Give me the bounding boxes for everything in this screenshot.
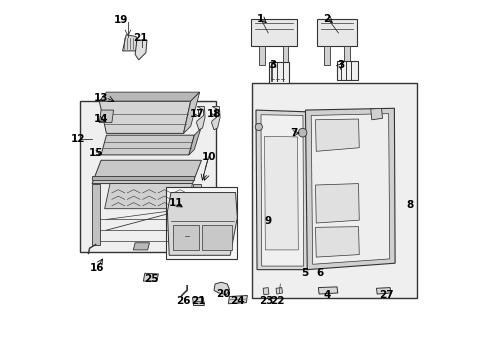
- Polygon shape: [135, 40, 147, 60]
- Text: 19: 19: [113, 15, 128, 26]
- Circle shape: [298, 129, 306, 137]
- Text: 10: 10: [201, 152, 215, 162]
- Polygon shape: [101, 135, 194, 155]
- Polygon shape: [133, 243, 149, 250]
- Text: 21: 21: [190, 296, 204, 306]
- Bar: [268, 62, 289, 83]
- Text: 24: 24: [229, 296, 244, 306]
- Text: 5: 5: [301, 267, 308, 278]
- Polygon shape: [317, 19, 356, 45]
- Polygon shape: [318, 287, 337, 294]
- Polygon shape: [172, 225, 199, 250]
- Polygon shape: [259, 45, 264, 65]
- Polygon shape: [104, 184, 192, 209]
- Text: 3: 3: [269, 60, 276, 70]
- Text: 21: 21: [133, 33, 147, 43]
- Polygon shape: [211, 107, 220, 130]
- Polygon shape: [264, 136, 298, 250]
- Text: 4: 4: [323, 291, 330, 301]
- Polygon shape: [192, 184, 201, 244]
- Polygon shape: [183, 92, 199, 134]
- Text: 12: 12: [70, 134, 85, 144]
- Text: 8: 8: [406, 200, 413, 210]
- Polygon shape: [92, 160, 201, 184]
- Text: 20: 20: [215, 289, 230, 299]
- Text: 14: 14: [94, 114, 108, 124]
- Polygon shape: [196, 107, 204, 130]
- Text: 1: 1: [257, 14, 264, 24]
- Polygon shape: [92, 176, 194, 180]
- Polygon shape: [376, 288, 390, 294]
- Polygon shape: [255, 110, 308, 270]
- Polygon shape: [370, 108, 382, 120]
- Text: 25: 25: [144, 274, 158, 284]
- Text: 11: 11: [168, 198, 183, 208]
- Polygon shape: [261, 115, 303, 266]
- Polygon shape: [99, 101, 190, 134]
- Polygon shape: [99, 110, 113, 123]
- Text: 13: 13: [94, 93, 108, 103]
- Text: 16: 16: [89, 263, 104, 273]
- Text: 26: 26: [176, 296, 190, 306]
- Polygon shape: [315, 119, 359, 151]
- Polygon shape: [214, 282, 229, 295]
- Polygon shape: [324, 45, 329, 65]
- Text: 18: 18: [206, 109, 221, 119]
- Polygon shape: [92, 184, 100, 244]
- Polygon shape: [315, 184, 359, 223]
- Polygon shape: [276, 288, 282, 294]
- Polygon shape: [202, 225, 231, 250]
- Text: 15: 15: [88, 148, 102, 158]
- Polygon shape: [263, 288, 268, 295]
- Text: 17: 17: [189, 109, 204, 119]
- Text: 9: 9: [264, 216, 271, 226]
- Polygon shape: [122, 35, 137, 51]
- Polygon shape: [99, 92, 199, 101]
- Text: 22: 22: [270, 296, 284, 306]
- Polygon shape: [315, 226, 359, 257]
- Bar: [336, 60, 357, 80]
- Text: 2: 2: [323, 14, 330, 24]
- Polygon shape: [305, 108, 394, 270]
- Polygon shape: [282, 45, 288, 65]
- Text: 27: 27: [378, 291, 393, 301]
- Text: 7: 7: [290, 129, 297, 138]
- Polygon shape: [188, 129, 201, 155]
- Text: 23: 23: [258, 296, 273, 306]
- Polygon shape: [250, 19, 297, 45]
- Polygon shape: [192, 298, 204, 306]
- Bar: [80, 101, 215, 252]
- Text: 3: 3: [336, 60, 344, 70]
- Polygon shape: [167, 193, 237, 255]
- Polygon shape: [344, 45, 349, 65]
- Polygon shape: [310, 114, 389, 264]
- Bar: [165, 187, 237, 259]
- Circle shape: [255, 123, 262, 131]
- Text: 6: 6: [316, 267, 323, 278]
- Polygon shape: [143, 273, 158, 281]
- Polygon shape: [228, 296, 247, 304]
- Bar: [251, 83, 416, 298]
